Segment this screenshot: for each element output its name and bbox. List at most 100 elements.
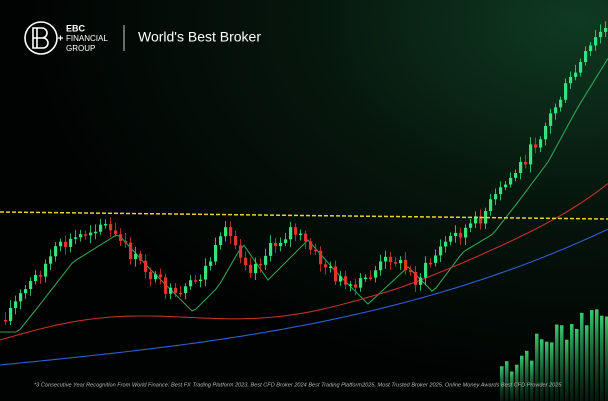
candle: [44, 263, 48, 277]
candle: [359, 278, 363, 288]
volume-bar: [510, 371, 514, 401]
candle: [254, 263, 258, 274]
candle: [114, 230, 118, 235]
candle: [524, 161, 528, 165]
logo-circle: [24, 21, 58, 55]
candle: [419, 277, 423, 285]
candle: [339, 276, 343, 282]
candle: [494, 194, 498, 200]
candle: [124, 240, 128, 243]
candle: [469, 223, 473, 228]
volume-bar: [565, 339, 569, 401]
candle: [464, 227, 468, 238]
volume-bar: [530, 360, 534, 401]
candle: [434, 255, 438, 263]
candle: [364, 277, 368, 280]
candle: [219, 236, 223, 246]
volume-bar: [505, 361, 509, 401]
footnote: *3 Consecutive Year Recognition From Wor…: [34, 382, 562, 388]
candle: [519, 161, 523, 174]
candle: [29, 281, 33, 290]
candle: [564, 83, 568, 100]
candle: [159, 274, 163, 278]
candle: [9, 307, 13, 322]
candle: [529, 144, 533, 165]
volume-bar: [550, 342, 554, 401]
candle: [559, 99, 563, 108]
candle: [69, 238, 73, 247]
candle: [344, 276, 348, 285]
logo: EBC FINANCIAL GROUP: [24, 21, 108, 55]
volume-bar: [555, 324, 559, 401]
candle: [599, 31, 603, 38]
candle: [324, 264, 328, 268]
volume-bar: [520, 355, 524, 401]
candle: [569, 76, 573, 84]
volume-bar: [580, 312, 584, 401]
candle: [204, 265, 208, 280]
candle: [259, 263, 263, 266]
candle: [439, 246, 443, 256]
candle: [409, 270, 413, 272]
candle: [214, 245, 218, 262]
candle: [144, 260, 148, 272]
candle: [589, 45, 593, 52]
candle: [334, 266, 338, 282]
candle: [504, 184, 508, 188]
candle: [24, 289, 28, 294]
candle: [379, 261, 383, 271]
candle: [239, 245, 243, 258]
tagline: World's Best Broker: [138, 29, 261, 45]
candle: [304, 233, 308, 242]
candle: [154, 274, 158, 280]
candle: [284, 239, 288, 243]
candle: [194, 280, 198, 282]
volume-bar: [535, 333, 539, 401]
candle: [309, 241, 313, 250]
volume-bar: [575, 328, 579, 401]
candle: [404, 259, 408, 271]
candle: [604, 28, 608, 32]
resistance-line: [0, 211, 608, 220]
candle: [149, 271, 153, 280]
candle: [279, 242, 283, 247]
candle: [489, 199, 493, 212]
candle: [584, 51, 588, 63]
candle: [249, 265, 253, 274]
volume-bar: [600, 315, 604, 401]
candle: [319, 250, 323, 265]
volume-bar: [545, 341, 549, 401]
volume-bar: [605, 316, 608, 401]
logo-text: EBC: [66, 23, 86, 33]
logo-plus: [58, 35, 63, 41]
candle: [384, 256, 388, 262]
candle: [414, 271, 418, 285]
candle: [89, 232, 93, 236]
moving-average: [0, 228, 608, 366]
candle: [549, 113, 553, 126]
candle: [454, 232, 458, 236]
candle: [554, 107, 558, 114]
candle: [4, 320, 8, 322]
candle: [444, 241, 448, 247]
candle: [374, 270, 378, 278]
candle: [389, 256, 393, 263]
candle: [109, 223, 113, 231]
candle: [484, 211, 488, 224]
candle: [174, 287, 178, 293]
candle: [539, 139, 543, 148]
candle: [189, 280, 193, 287]
candle: [329, 266, 333, 268]
candle: [354, 284, 358, 288]
candle: [19, 293, 23, 302]
candle: [199, 279, 203, 282]
moving-average: [0, 183, 608, 341]
candle: [229, 227, 233, 237]
candle: [94, 231, 98, 234]
candle: [544, 125, 548, 140]
candle: [574, 72, 578, 77]
candle: [394, 262, 398, 264]
candle: [594, 37, 598, 46]
candle: [509, 177, 513, 185]
